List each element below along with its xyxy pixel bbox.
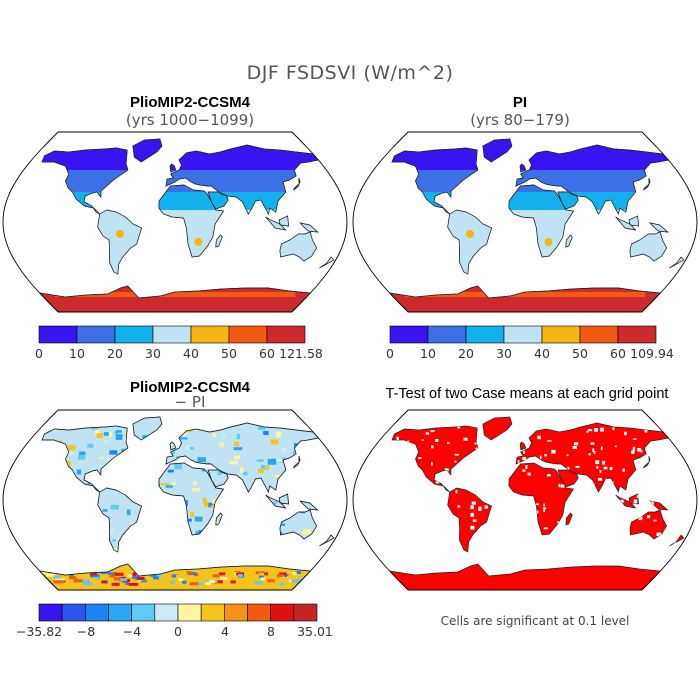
cb2-label: 0 bbox=[386, 346, 394, 361]
panel1-subtitle: (yrs 1000−1099) bbox=[125, 111, 255, 129]
cb1-label: 40 bbox=[183, 346, 199, 361]
panel3-title: PlioMIP2-CCSM4 bbox=[129, 379, 250, 396]
colorbar-diff-swatch bbox=[293, 603, 318, 622]
colorbar-pi bbox=[389, 325, 657, 344]
figure-title: DJF FSDSVI (W/m^2) bbox=[246, 62, 454, 84]
colorbar-pi-swatch bbox=[427, 325, 467, 344]
cb2-label: 50 bbox=[572, 346, 588, 361]
colorbar-diff-swatch bbox=[85, 603, 109, 622]
panel2-title: PI bbox=[512, 94, 528, 111]
cb1-label: 20 bbox=[107, 346, 123, 361]
map-panel-3 bbox=[2, 409, 348, 591]
colorbar-pi-swatch bbox=[541, 325, 581, 344]
africa-land bbox=[508, 462, 575, 536]
cb3-label: 8 bbox=[267, 624, 275, 639]
cb3-label: 35.01 bbox=[297, 624, 333, 639]
arabia-land bbox=[557, 469, 579, 488]
eurasia-land bbox=[515, 422, 670, 494]
colorbar-diff-swatch bbox=[131, 603, 156, 622]
cb2-label: 20 bbox=[458, 346, 474, 361]
cb3-label: −8 bbox=[76, 624, 96, 639]
colorbar-plio-swatch bbox=[266, 325, 306, 344]
cb2-label: 30 bbox=[496, 346, 512, 361]
cb3-label: −35.82 bbox=[15, 624, 63, 639]
colorbar-pi-swatch bbox=[579, 325, 619, 344]
madagascar-land bbox=[565, 512, 573, 526]
colorbar-diff-swatch bbox=[200, 603, 225, 622]
panel4-title: T-Test of two Case means at each grid po… bbox=[385, 386, 669, 402]
colorbar-diff-swatch bbox=[177, 603, 202, 622]
panel1-title: PlioMIP2-CCSM4 bbox=[129, 94, 250, 111]
cb1-label: 10 bbox=[69, 346, 85, 361]
colorbar-diff-swatch bbox=[247, 603, 271, 622]
cb1-label: 30 bbox=[145, 346, 161, 361]
cb2-label: 10 bbox=[420, 346, 436, 361]
map-panel-2 bbox=[352, 131, 698, 313]
colorbar-diff-swatch bbox=[108, 603, 132, 622]
cb1-label: 0 bbox=[35, 346, 43, 361]
indonesia1-land bbox=[615, 494, 637, 509]
cb1-label: 50 bbox=[221, 346, 237, 361]
uk-land bbox=[519, 441, 527, 451]
colorbar-plio bbox=[38, 325, 306, 344]
cb3-label: 0 bbox=[174, 624, 182, 639]
cb1-label: 121.58 bbox=[279, 346, 323, 361]
greenland-land bbox=[482, 416, 513, 441]
namerica-land bbox=[391, 425, 479, 493]
colorbar-plio-swatch bbox=[190, 325, 230, 344]
colorbar-plio-swatch bbox=[76, 325, 116, 344]
colorbar-diff-swatch bbox=[270, 603, 295, 622]
cb2-label: 40 bbox=[534, 346, 550, 361]
cb2-label: 60 bbox=[610, 346, 626, 361]
map-panel-1 bbox=[2, 131, 348, 313]
colorbar-plio-swatch bbox=[114, 325, 154, 344]
colorbar-pi-swatch bbox=[503, 325, 543, 344]
significance-note: Cells are significant at 0.1 level bbox=[440, 614, 630, 628]
colorbar-diff-swatch bbox=[224, 603, 248, 622]
cb3-label: −4 bbox=[122, 624, 142, 639]
cb1-label: 60 bbox=[259, 346, 275, 361]
australia-land bbox=[629, 509, 668, 540]
colorbar-diff-swatch bbox=[61, 603, 86, 622]
cb2-label: 109.94 bbox=[630, 346, 674, 361]
japan-land bbox=[643, 455, 651, 469]
colorbar-pi-swatch bbox=[617, 325, 657, 344]
colorbar-diff-swatch bbox=[38, 603, 63, 622]
colorbar-plio-swatch bbox=[228, 325, 268, 344]
samerica-land bbox=[447, 487, 493, 553]
colorbar-pi-swatch bbox=[389, 325, 429, 344]
map-panel-4 bbox=[352, 409, 698, 591]
colorbar-pi-swatch bbox=[465, 325, 505, 344]
colorbar-diff-swatch bbox=[154, 603, 179, 622]
cb3-label: 4 bbox=[221, 624, 229, 639]
panel3-subtitle: − PI bbox=[174, 393, 206, 411]
colorbar-plio-swatch bbox=[38, 325, 78, 344]
panel2-subtitle: (yrs 80−179) bbox=[470, 111, 570, 129]
colorbar-diff bbox=[38, 603, 318, 622]
colorbar-plio-swatch bbox=[152, 325, 192, 344]
